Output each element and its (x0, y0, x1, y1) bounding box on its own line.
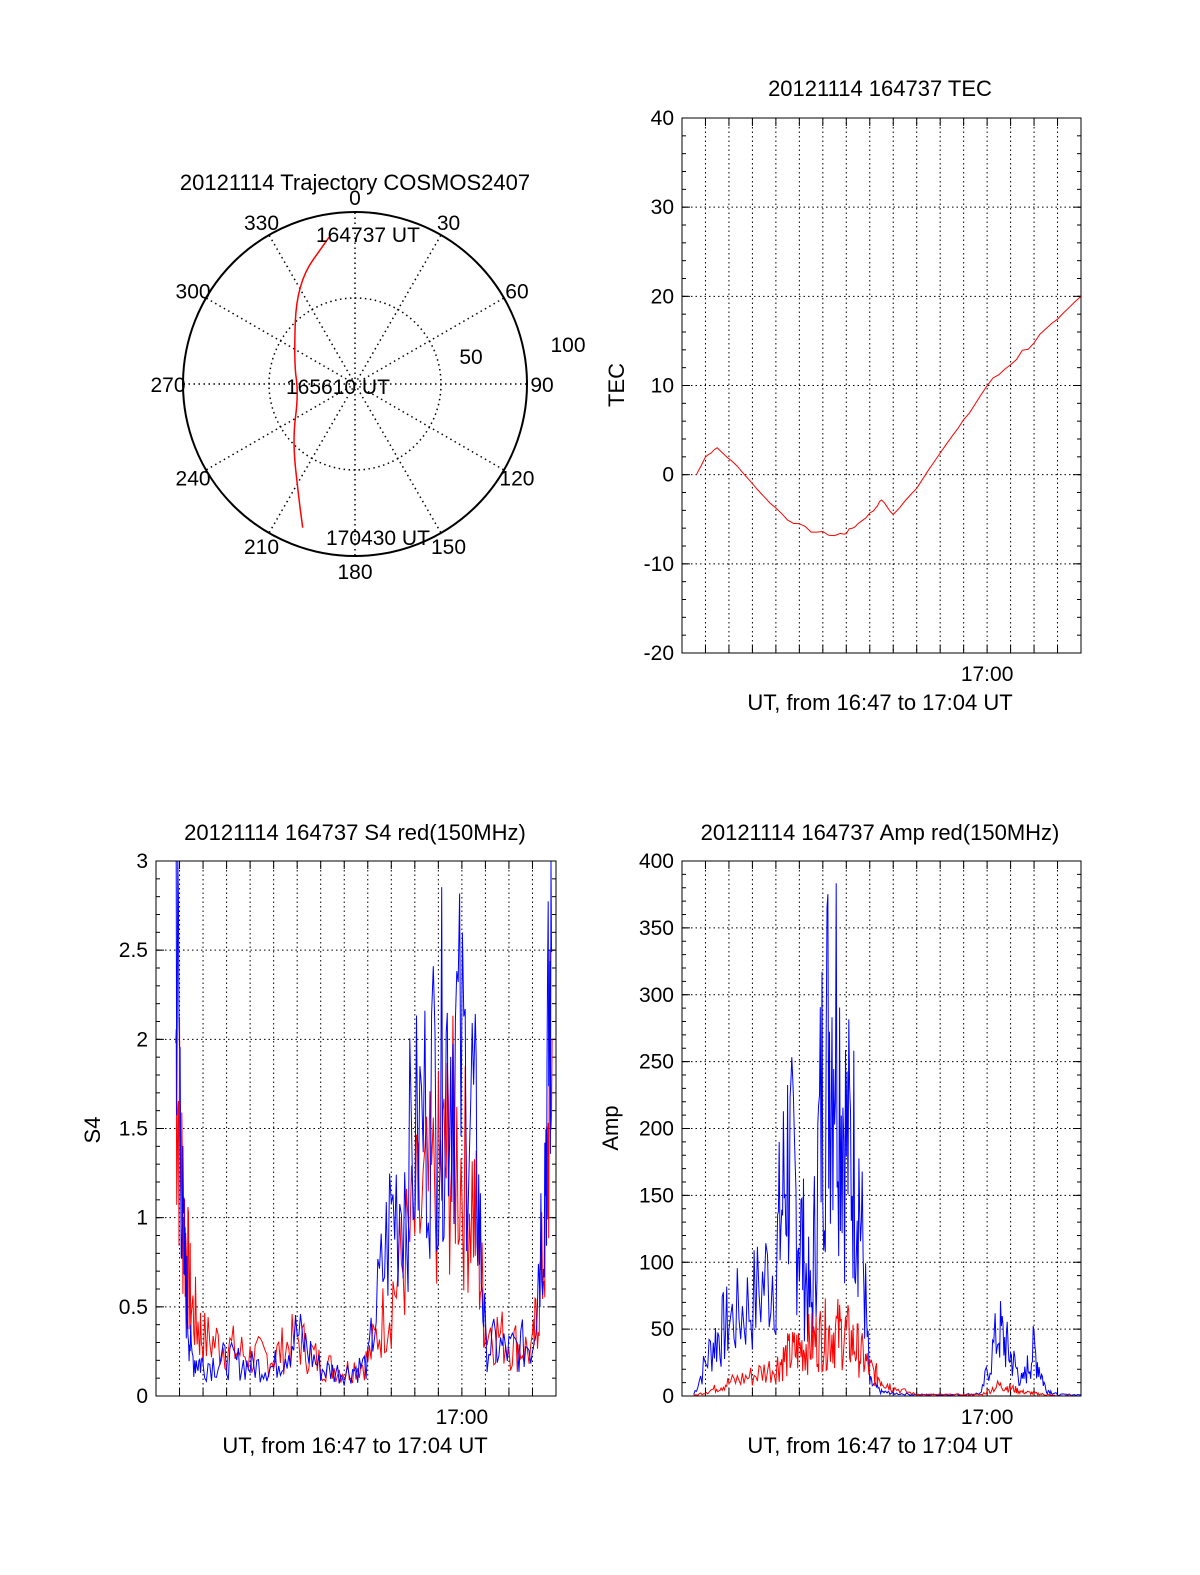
polar-angle-label: 60 (505, 281, 528, 304)
polar-angle-label: 0 (349, 187, 361, 210)
y-tick-label: 350 (639, 917, 674, 940)
polar-angle-label: 270 (150, 374, 185, 397)
s4-xlabel: UT, from 16:47 to 17:04 UT (222, 1433, 487, 1458)
y-tick-label: 200 (639, 1118, 674, 1141)
y-tick-label: 0 (662, 1385, 674, 1408)
y-tick-label: 150 (639, 1184, 674, 1207)
amp-title: 20121114 164737 Amp red(150MHz) (701, 820, 1060, 845)
y-tick-label: 30 (651, 196, 674, 219)
y-tick-label: 100 (639, 1251, 674, 1274)
y-tick-label: 50 (651, 1318, 674, 1341)
y-tick-label: 3 (136, 850, 148, 873)
trajectory-panel: 20121114 Trajectory COSMOS2407 0 30 60 90 12… (150, 170, 585, 584)
s4-panel: 20121114 164737 S4 red(150MHz) 0 0.5 1 1.5 2… (80, 820, 557, 1458)
tec-xlabel: UT, from 16:47 to 17:04 UT (747, 690, 1012, 715)
y-tick-label: 0 (662, 464, 674, 487)
radial-label-50: 50 (459, 346, 482, 369)
annotation-mid-time: 165610 UT (286, 376, 390, 399)
tec-panel: 20121114 164737 TEC -20 -10 0 10 20 30 40 17:00… (604, 76, 1082, 715)
y-tick-label: 2.5 (119, 939, 148, 962)
y-tick-label: 250 (639, 1051, 674, 1074)
polar-spoke (354, 383, 442, 534)
y-tick-label: 0 (136, 1385, 148, 1408)
polar-angle-label: 300 (176, 281, 211, 304)
polar-spoke (268, 234, 356, 385)
y-tick-label: 400 (639, 850, 674, 873)
y-tick-label: 300 (639, 984, 674, 1007)
polar-spoke (205, 383, 356, 471)
polar-spoke (354, 383, 505, 471)
polar-angle-label: 150 (431, 536, 466, 559)
trajectory-title: 20121114 Trajectory COSMOS2407 (180, 170, 530, 195)
polar-angle-label: 90 (530, 374, 553, 397)
trajectory-series (293, 236, 330, 528)
polar-angle-label: 210 (244, 536, 279, 559)
y-tick-label: 20 (651, 285, 674, 308)
x-tick-label: 17:00 (961, 1406, 1014, 1429)
trajectory-line (293, 236, 330, 528)
radial-label-100: 100 (550, 334, 585, 357)
polar-outer-circle (182, 211, 528, 557)
plot-frame (155, 860, 557, 1397)
amp-panel: 20121114 164737 Amp red(150MHz) 0 50 100 15… (598, 820, 1082, 1458)
y-tick-label: 0.5 (119, 1296, 148, 1319)
series-line-red (175, 950, 553, 1384)
polar-spoke (205, 297, 356, 385)
polar-angle-label: 120 (499, 468, 534, 491)
polar-angle-label: 330 (244, 212, 279, 235)
amp-ylabel: Amp (598, 1105, 623, 1150)
series-line-blue (693, 883, 1082, 1397)
y-tick-label: 10 (651, 375, 674, 398)
polar-spoke (354, 234, 442, 385)
series-line-blue (175, 860, 553, 1386)
s4-title: 20121114 164737 S4 red(150MHz) (184, 820, 526, 845)
series-line-red (693, 1298, 1081, 1397)
polar-angle-label: 240 (176, 468, 211, 491)
plot-frame (681, 117, 1082, 654)
polar-spoke (268, 383, 356, 534)
s4-ylabel: S4 (80, 1117, 105, 1144)
y-tick-label: 1.5 (119, 1118, 148, 1141)
amp-plot-area: 0 50 100 150 200 250 300 350 400 17:00 (639, 850, 1082, 1429)
polar-angle-label: 30 (437, 212, 460, 235)
polar-spoke (354, 297, 505, 385)
tec-plot-area: -20 -10 0 10 20 30 40 17:00 (644, 107, 1082, 686)
annotation-start-time: 164737 UT (316, 224, 420, 247)
x-tick-label: 17:00 (961, 663, 1014, 686)
y-tick-label: 2 (136, 1028, 148, 1051)
s4-plot-area: 0 0.5 1 1.5 2 2.5 3 17:00 (119, 850, 557, 1429)
series-line-red (696, 295, 1082, 537)
polar-angle-labels: 0 30 60 90 120 150 180 210 240 270 300 330 (150, 187, 553, 584)
plot-frame (681, 860, 1082, 1397)
y-tick-label: 1 (136, 1207, 148, 1230)
amp-xlabel: UT, from 16:47 to 17:04 UT (747, 1433, 1012, 1458)
tec-title: 20121114 164737 TEC (768, 76, 992, 101)
tec-ylabel: TEC (604, 363, 629, 407)
polar-angle-label: 180 (337, 561, 372, 584)
y-tick-label: -10 (644, 553, 674, 576)
polar-grid (182, 211, 528, 557)
annotation-end-time: 170430 UT (326, 527, 430, 550)
y-tick-label: -20 (644, 642, 674, 665)
x-tick-label: 17:00 (436, 1406, 489, 1429)
y-tick-label: 40 (651, 107, 674, 130)
